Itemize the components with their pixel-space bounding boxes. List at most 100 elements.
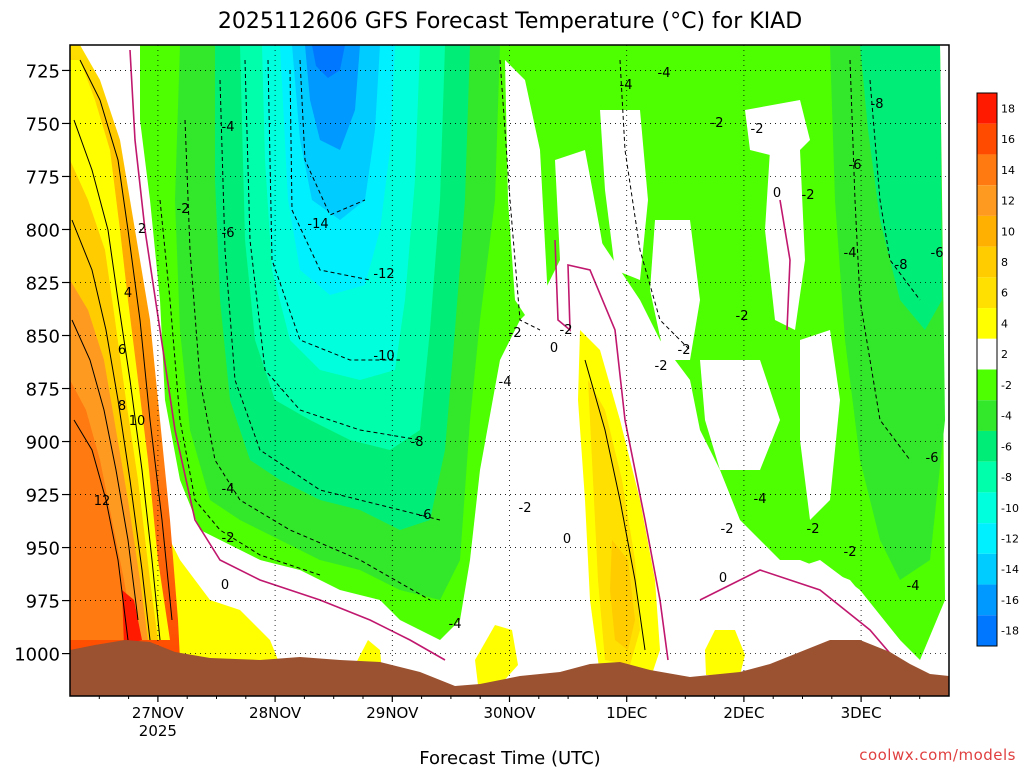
y-tick-label: 725 bbox=[26, 61, 60, 82]
y-tick-label: 750 bbox=[26, 114, 60, 135]
y-tick-label: 850 bbox=[26, 327, 60, 348]
region-plus-2-nov30 bbox=[475, 625, 518, 685]
warm-gap-4 bbox=[700, 360, 780, 470]
colorbar-label: 10 bbox=[1001, 225, 1015, 238]
x-tick-label: 3DEC bbox=[841, 704, 882, 722]
warm-gap-3 bbox=[650, 220, 700, 360]
contour-minus-6-right bbox=[849, 59, 911, 461]
contour-label: 4 bbox=[124, 286, 132, 301]
contour-label: -8 bbox=[871, 97, 884, 112]
contour-labels: -4-2-6-14-12-10-8-6-4-20-4-2-4-20-20-4-4… bbox=[94, 66, 944, 632]
contour-minus-8-right bbox=[869, 79, 921, 301]
colorbar-swatch bbox=[977, 154, 997, 186]
warm-gap-5 bbox=[765, 150, 805, 330]
contour-label: -8 bbox=[411, 435, 424, 450]
colorbar-label: -8 bbox=[1001, 471, 1012, 484]
region-plus-6-dec1 bbox=[610, 540, 635, 650]
region-warm-deep bbox=[70, 380, 134, 640]
region-right-minus-6 bbox=[860, 45, 942, 330]
contour-label: -2 bbox=[802, 188, 815, 203]
contour-plus-4 bbox=[73, 119, 161, 641]
contour-minus-10 bbox=[267, 59, 400, 361]
colorbar-swatch bbox=[977, 523, 997, 554]
colorbar-swatch bbox=[977, 553, 997, 585]
region-minus-16 bbox=[305, 45, 360, 150]
contour-label: -2 bbox=[509, 326, 522, 341]
x-tick-label: 27NOV bbox=[132, 704, 185, 722]
x-tick-label: 2DEC bbox=[723, 704, 764, 722]
contour-label: -2 bbox=[222, 531, 235, 546]
contour-label: -4 bbox=[222, 120, 235, 135]
colorbar-label: -10 bbox=[1001, 502, 1019, 515]
colorbar-swatch bbox=[977, 584, 997, 616]
contour-minus-4-left bbox=[184, 119, 431, 601]
contour-label: -4 bbox=[499, 375, 512, 390]
colorbar-swatch bbox=[977, 123, 997, 155]
contour-label: -6 bbox=[222, 226, 235, 241]
contour-label: -4 bbox=[449, 617, 462, 632]
zero-contour-mid bbox=[554, 239, 669, 661]
colorbar-swatch bbox=[977, 338, 997, 370]
colorbar-swatch bbox=[977, 246, 997, 278]
colorbar-label: -2 bbox=[1001, 379, 1012, 392]
y-tick-label: 1000 bbox=[14, 645, 60, 666]
contour-label: -2 bbox=[844, 545, 857, 560]
contour-minus-6 bbox=[219, 79, 441, 521]
contour-label: 12 bbox=[94, 494, 111, 509]
colorbar-label: -4 bbox=[1001, 410, 1012, 423]
y-tick-label: 875 bbox=[26, 380, 60, 401]
plot-area bbox=[70, 45, 949, 696]
colorbar-label: 18 bbox=[1001, 102, 1015, 115]
contour-label: -2 bbox=[751, 122, 764, 137]
colorbar-label: -16 bbox=[1001, 594, 1019, 607]
contour-plus-8 bbox=[71, 319, 139, 621]
colorbar-swatch bbox=[977, 615, 997, 646]
contour-label: -6 bbox=[849, 158, 862, 173]
contour-label: -4 bbox=[620, 78, 633, 93]
y-tick-label: 800 bbox=[26, 220, 60, 241]
region-minus-18 bbox=[312, 45, 345, 78]
y-tick-label: 775 bbox=[26, 167, 60, 188]
colorbar-label: 8 bbox=[1001, 256, 1008, 269]
contour-label: 6 bbox=[118, 343, 126, 358]
colorbar-frame bbox=[976, 92, 998, 647]
y-tick-label: 825 bbox=[26, 273, 60, 294]
contour-plus-10 bbox=[73, 419, 129, 641]
colorbar-label: -12 bbox=[1001, 532, 1019, 545]
warm-gap-7 bbox=[745, 100, 810, 160]
warm-gap-1 bbox=[505, 60, 548, 330]
colorbar-label: 4 bbox=[1001, 317, 1008, 330]
contour-minus-4-right bbox=[619, 59, 691, 351]
colorbar-label: 2 bbox=[1001, 348, 1008, 361]
x-tick-label: 28NOV bbox=[249, 704, 302, 722]
terrain-surface bbox=[70, 640, 949, 696]
colorbar-swatch bbox=[977, 430, 997, 462]
colorbar-label: 12 bbox=[1001, 195, 1015, 208]
contour-minus-2-left bbox=[159, 199, 321, 576]
x-tick-label: 1DEC bbox=[606, 704, 647, 722]
contour-label: -12 bbox=[373, 267, 394, 282]
credit-text: coolwx.com/models bbox=[859, 746, 1016, 764]
contour-minus-8 bbox=[244, 59, 421, 441]
colorbar-label: -14 bbox=[1001, 563, 1019, 576]
warm-gap-6 bbox=[600, 110, 648, 280]
contour-label: -2 bbox=[655, 359, 668, 374]
contour-minus-2-right bbox=[499, 59, 541, 331]
x-axis-label: Forecast Time (UTC) bbox=[419, 748, 600, 768]
contour-label: 2 bbox=[138, 222, 146, 237]
contour-label: 0 bbox=[563, 532, 571, 547]
warm-gap-8 bbox=[800, 330, 840, 520]
contour-label: -8 bbox=[895, 258, 908, 273]
contour-minus-12 bbox=[289, 69, 371, 281]
colorbar-swatch bbox=[977, 215, 997, 247]
contour-plus-2 bbox=[79, 59, 173, 621]
y-tick-label: 900 bbox=[26, 433, 60, 454]
region-plus-2-nov28 bbox=[160, 520, 280, 668]
contour-label: -4 bbox=[222, 482, 235, 497]
contour-label: -4 bbox=[754, 492, 767, 507]
colorbar-label: -6 bbox=[1001, 440, 1012, 453]
contour-label: -2 bbox=[807, 522, 820, 537]
x-tick-label: 30NOV bbox=[483, 704, 536, 722]
